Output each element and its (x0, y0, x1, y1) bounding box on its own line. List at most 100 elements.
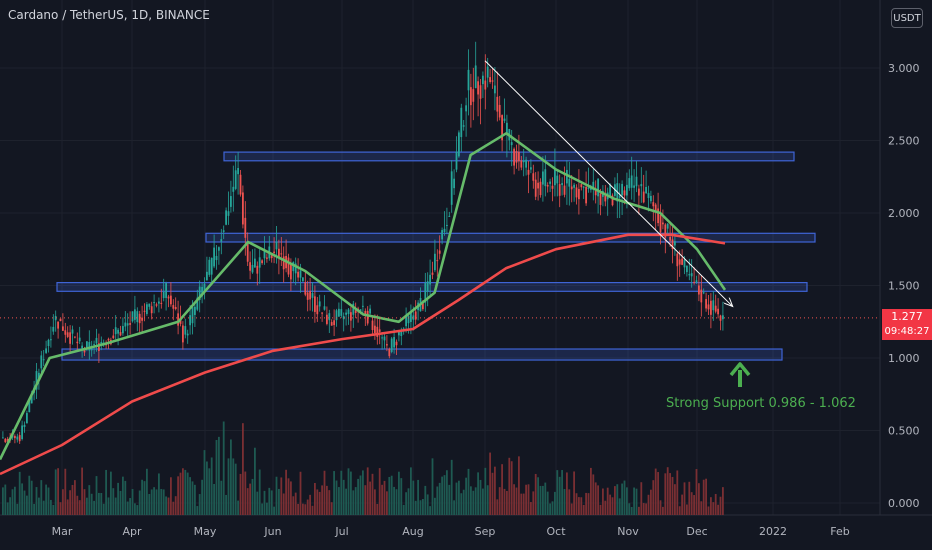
candle-body (225, 210, 227, 225)
volume-bar (218, 436, 220, 515)
candle-body (674, 241, 676, 246)
zone-support (61, 348, 783, 361)
candle-body (107, 338, 110, 341)
volume-bar (213, 483, 215, 515)
volume-bar (671, 476, 674, 515)
volume-bar (110, 471, 112, 515)
volume-bar (513, 484, 515, 515)
volume-bar (436, 486, 439, 515)
candle-body (426, 281, 429, 292)
support-annotation: Strong Support 0.986 - 1.062 (666, 396, 856, 411)
x-tick-label: Mar (52, 525, 73, 538)
volume-bar (251, 478, 254, 515)
candle-body (222, 230, 225, 232)
candle-body (640, 184, 643, 187)
volume-bar (40, 480, 43, 515)
volume-bar (722, 487, 724, 515)
volume-bar (371, 473, 374, 515)
volume-bar (98, 492, 100, 515)
volume-bar (6, 502, 9, 515)
volume-bar (280, 477, 283, 515)
candle-body (302, 277, 304, 282)
volume-bar (580, 497, 583, 515)
volume-bar (95, 476, 98, 515)
volume-bar (340, 470, 343, 515)
volume-bar (74, 480, 76, 515)
volume-bar (249, 483, 251, 515)
x-tick-label: Jul (334, 525, 348, 538)
volume-bar (472, 490, 475, 515)
volume-bar (582, 504, 585, 515)
candle-body (323, 306, 326, 310)
volume-bar (287, 478, 290, 515)
y-tick-label: 3.000 (888, 62, 920, 75)
volume-bar (438, 482, 441, 515)
candle-body (518, 151, 520, 162)
zone-resistance (56, 282, 808, 292)
candle-body (232, 186, 235, 192)
volume-bar (510, 461, 513, 515)
candle-body (573, 184, 575, 188)
candle-body (390, 338, 393, 352)
candle-body (184, 326, 187, 335)
volume-bar (386, 491, 388, 515)
candle-body (431, 272, 434, 275)
volume-bar (388, 476, 391, 515)
candle-body (580, 184, 583, 188)
candle-body (189, 315, 191, 326)
candle-body (342, 316, 345, 320)
volume-bar (594, 482, 597, 515)
volume-bar (578, 497, 580, 515)
volume-bar (630, 506, 633, 515)
volume-bar (76, 495, 79, 515)
volume-bar (383, 480, 386, 515)
trendline[interactable] (484, 60, 732, 306)
currency-badge[interactable]: USDT (891, 8, 923, 28)
candle-body (650, 195, 652, 202)
volume-bar (453, 500, 455, 515)
candle-body (436, 260, 439, 262)
candle-body (530, 167, 532, 170)
candle-body (81, 345, 83, 349)
up-arrow-icon (729, 362, 751, 377)
volume-bar (62, 489, 64, 515)
candle-body (429, 274, 431, 285)
y-axis[interactable]: 3.000 2.500 2.000 1.500 1.000 0.500 0.000 (888, 62, 920, 510)
candle-body (366, 310, 369, 324)
y-tick-label: 0.500 (888, 425, 920, 438)
volume-bar (335, 480, 338, 515)
x-axis[interactable]: Mar Apr May Jun Jul Aug Sep Oct Nov Dec 2022 Feb (52, 525, 850, 538)
volume-bar (45, 484, 47, 515)
candle-body (95, 337, 98, 344)
candle-body (635, 176, 638, 187)
volume-bar (429, 506, 431, 515)
volume-bar (107, 497, 110, 515)
candle-body (700, 289, 703, 303)
volume-bar (275, 476, 278, 515)
candle-body (71, 329, 74, 334)
volume-bar (210, 457, 213, 515)
volume-bar (273, 506, 275, 515)
candle-body (126, 323, 129, 326)
volume-bar (138, 490, 141, 515)
last-price-value: 1.277 (891, 310, 923, 323)
candle-body (335, 310, 338, 321)
volume-bars (2, 421, 724, 515)
volume-bar (717, 504, 719, 515)
volume-bar (225, 494, 227, 515)
volume-bar (330, 502, 333, 515)
volume-bar (534, 473, 537, 515)
candle-body (246, 241, 249, 262)
volume-bar (530, 502, 532, 515)
volume-bar (263, 490, 266, 515)
candle-body (695, 280, 698, 283)
symbol-title[interactable]: Cardano / TetherUS, 1D, BINANCE (8, 8, 210, 22)
volume-bar (506, 490, 508, 515)
candle-body (76, 341, 79, 344)
volume-bar (395, 489, 398, 515)
volume-bar (167, 497, 170, 515)
volume-bar (242, 423, 244, 515)
volume-bar (606, 487, 609, 515)
volume-bar (650, 489, 652, 515)
